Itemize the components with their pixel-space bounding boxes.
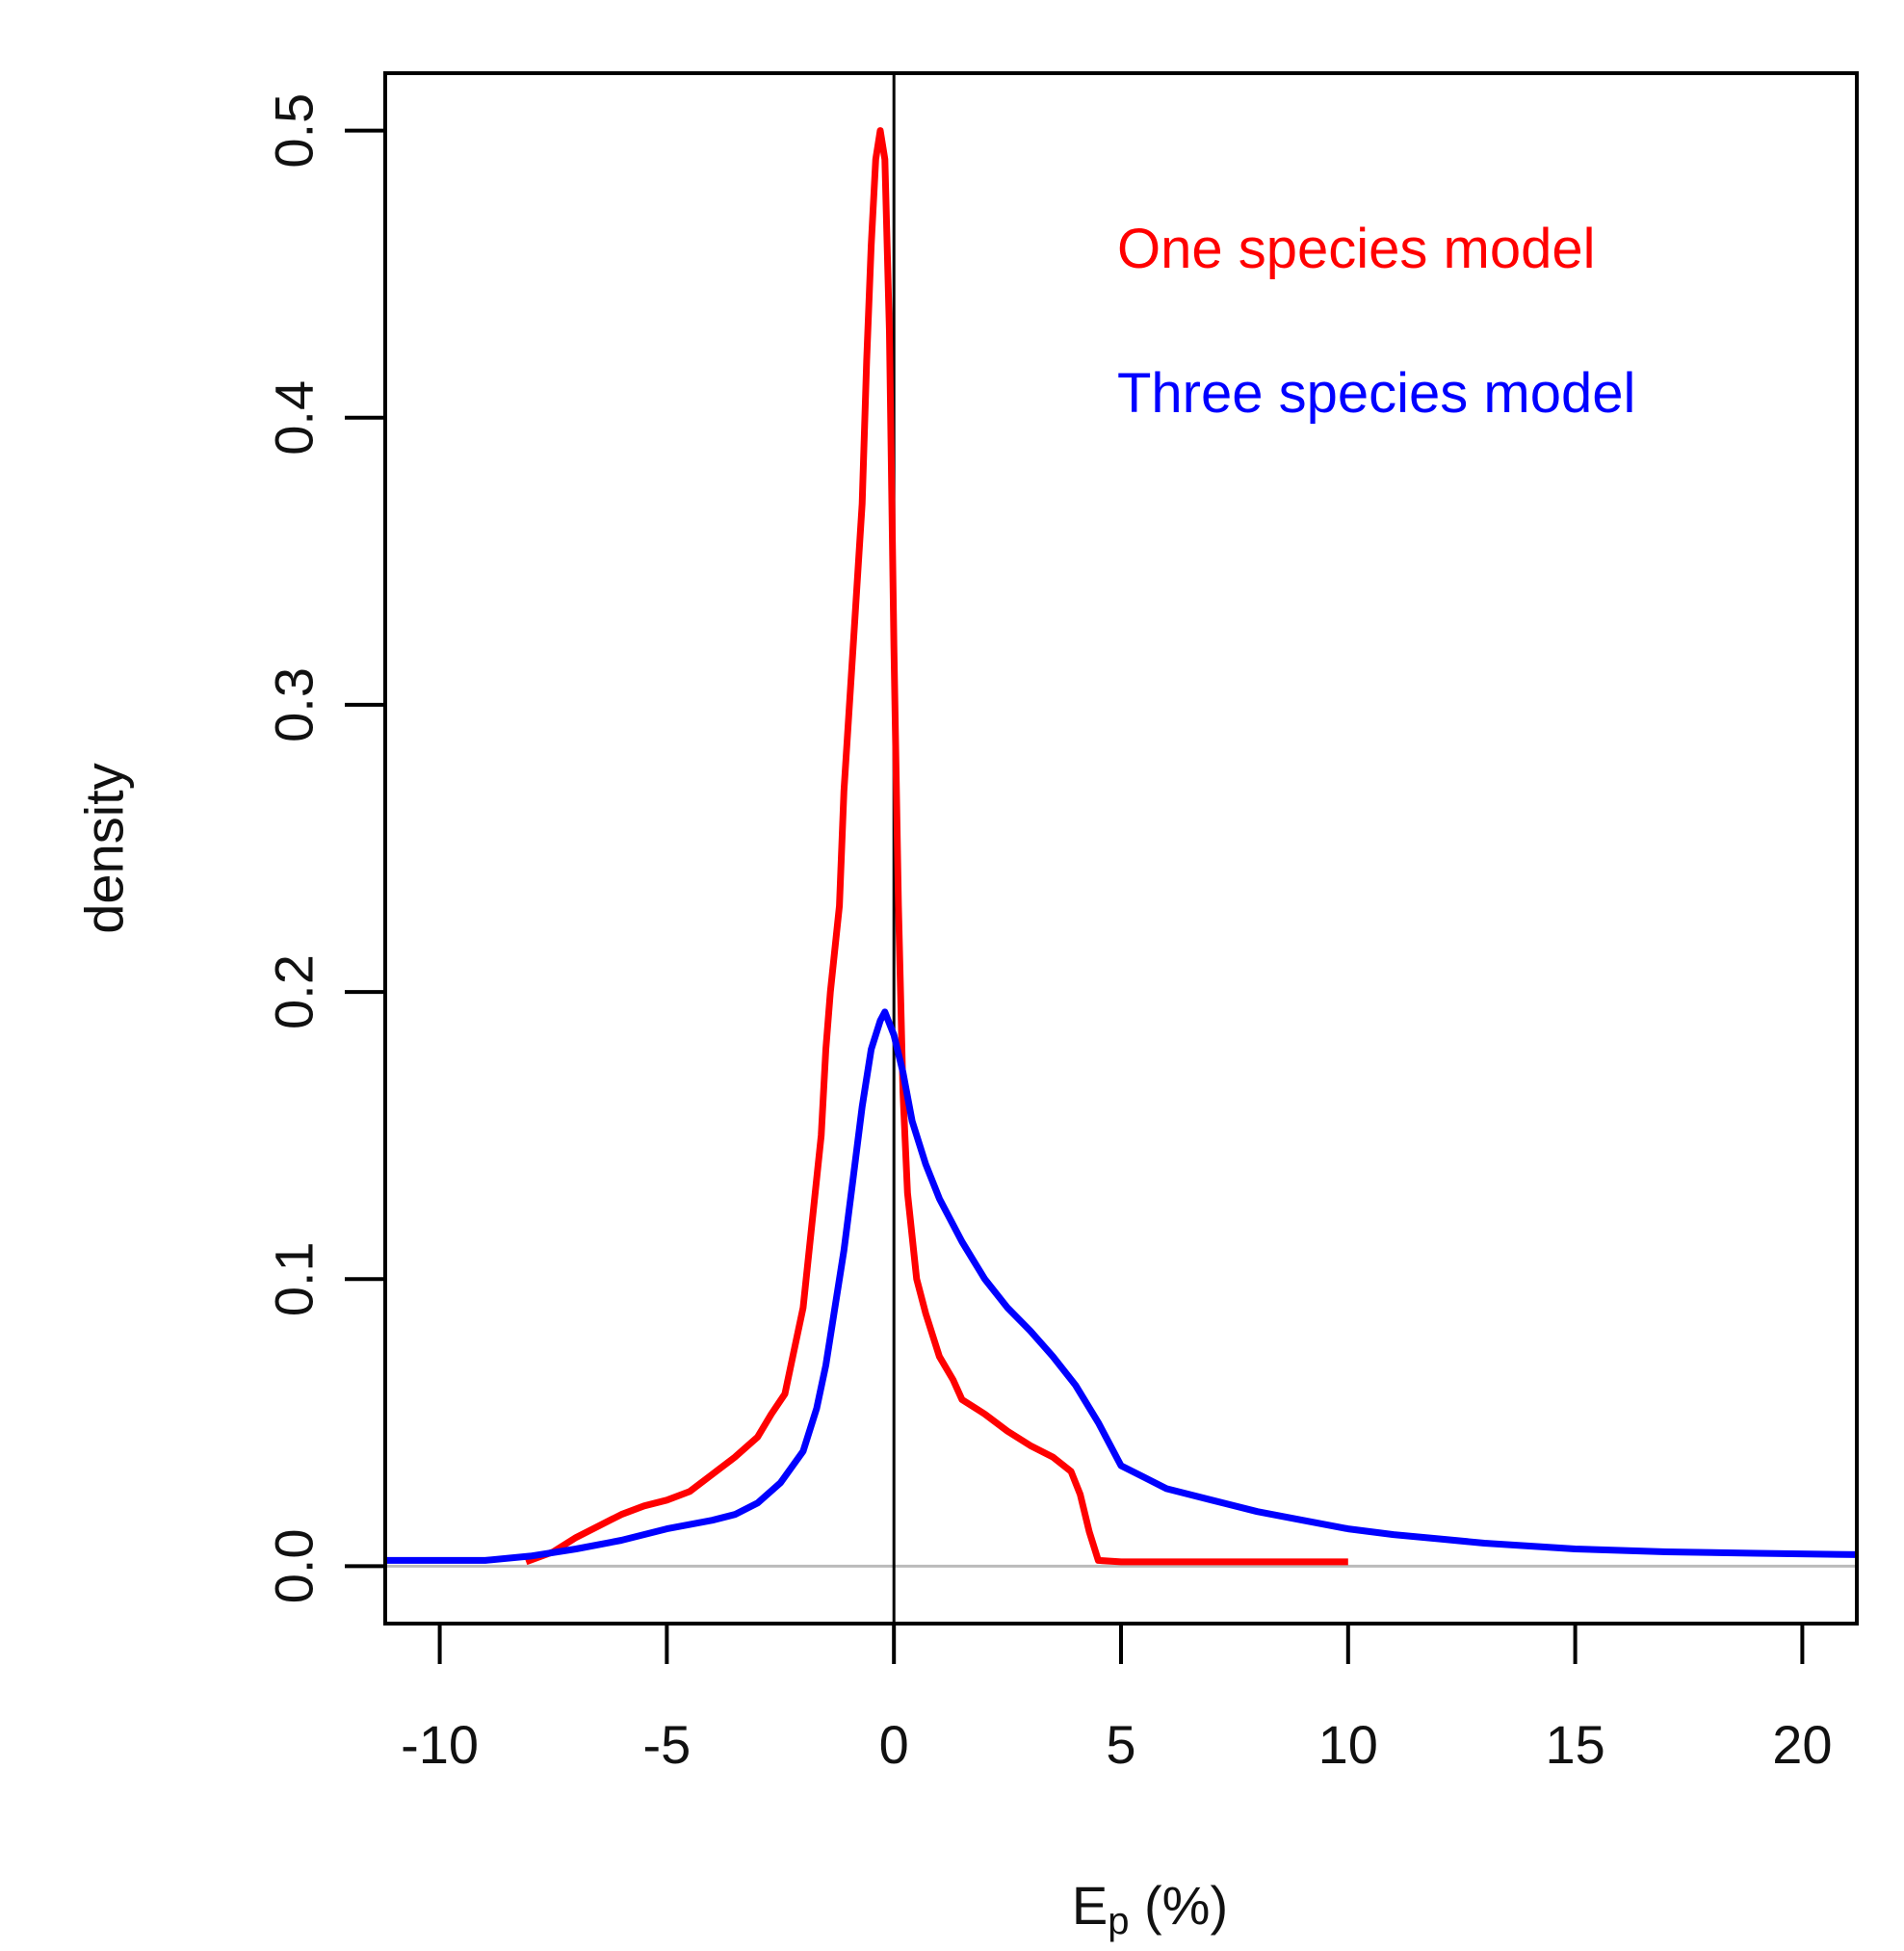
x-axis-title-subscript: p [1108, 1900, 1129, 1942]
series-layer [385, 127, 1858, 1566]
axes-layer: -10 -5 0 5 10 15 20 0.0 0.1 0.2 0.3 0.4 0.5 [264, 93, 1833, 1775]
y-tick-label: 0.2 [264, 954, 325, 1029]
y-tick-label: 0.0 [264, 1528, 325, 1603]
x-axis-title: Ep (%) [1072, 1875, 1228, 1942]
x-axis-title-main: E [1072, 1875, 1108, 1936]
x-tick-label: -10 [401, 1714, 479, 1775]
y-tick-label: 0.4 [264, 380, 325, 455]
series-line-three-species [385, 1008, 1858, 1564]
plot-frame [383, 71, 1859, 1626]
y-tick-label: 0.3 [264, 667, 325, 742]
x-tick-label: -5 [642, 1714, 691, 1775]
x-tick-label: 15 [1545, 1714, 1604, 1775]
series-line-one-species [524, 127, 1348, 1566]
x-tick-label: 0 [879, 1714, 909, 1775]
y-tick-label: 0.1 [264, 1241, 325, 1316]
y-axis-title: density [74, 763, 135, 933]
x-axis-title-unit: (%) [1129, 1875, 1228, 1936]
x-tick-label: 10 [1318, 1714, 1378, 1775]
y-tick-label: 0.5 [264, 93, 325, 169]
legend: One species model Three species model [1117, 218, 1635, 425]
legend-entry-one-species: One species model [1117, 218, 1595, 280]
legend-entry-three-species: Three species model [1117, 362, 1635, 425]
x-tick-label: 5 [1106, 1714, 1135, 1775]
reference-lines [385, 73, 1857, 1624]
x-tick-label: 20 [1772, 1714, 1832, 1775]
